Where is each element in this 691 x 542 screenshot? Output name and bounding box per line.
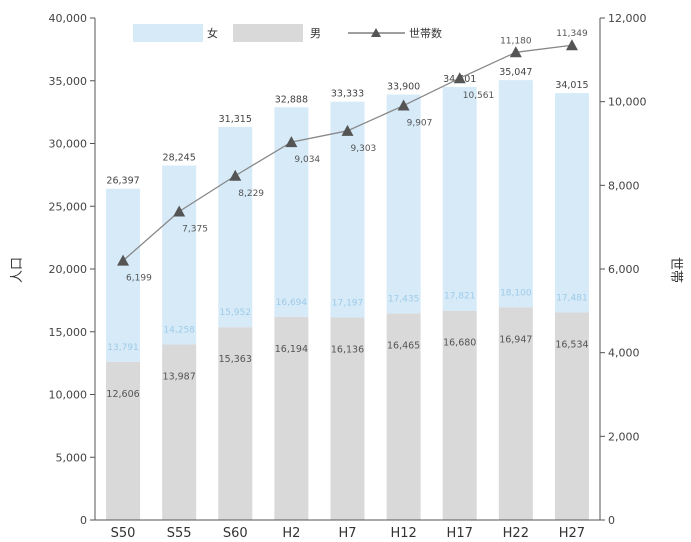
y-axis-left-label: 人口 (10, 257, 25, 283)
households-marker-S55 (173, 205, 186, 217)
bar-female-H27 (554, 93, 589, 313)
x-tick-S55: S55 (167, 526, 192, 541)
y-right-tick-label-2: 4,000 (608, 347, 640, 360)
households-label-S60: 8,229 (238, 189, 264, 199)
bar-male-H22 (498, 307, 533, 520)
y-right-tick-label-6: 12,000 (608, 12, 647, 25)
y-right-tick-label-0: 0 (608, 514, 615, 527)
x-tick-H7: H7 (338, 526, 356, 541)
female-label-H27: 17,481 (556, 293, 588, 303)
y-left-tick-label-2: 10,000 (49, 389, 88, 402)
households-marker-S50 (117, 254, 130, 266)
households-marker-H22 (509, 46, 522, 58)
bar-male-H12 (386, 313, 421, 520)
female-label-S50: 13,791 (107, 343, 139, 353)
total-label-H22: 35,047 (499, 67, 532, 78)
male-label-H17: 16,680 (443, 338, 476, 349)
households-label-H22: 11,180 (500, 36, 532, 46)
bar-female-H22 (498, 80, 533, 308)
x-tick-H17: H17 (447, 526, 473, 541)
households-marker-S60 (229, 169, 242, 181)
female-label-H2: 16,694 (276, 298, 308, 308)
bar-female-H12 (386, 94, 421, 314)
male-label-H7: 16,136 (331, 344, 364, 355)
bar-female-S55 (162, 165, 197, 345)
male-label-S55: 13,987 (163, 371, 196, 382)
male-label-S50: 12,606 (106, 389, 139, 400)
households-label-H12: 9,907 (407, 119, 433, 129)
households-marker-H2 (285, 136, 298, 148)
households-label-S50: 6,199 (126, 274, 152, 284)
bar-male-H7 (330, 317, 365, 520)
total-label-H12: 33,900 (387, 82, 420, 93)
bar-female-H17 (442, 87, 477, 311)
y-left-tick-label-6: 30,000 (49, 138, 88, 151)
y-left-tick-label-0: 0 (80, 514, 87, 527)
y-left-tick-label-3: 15,000 (49, 326, 88, 339)
total-label-S50: 26,397 (106, 176, 139, 187)
y-axis-right-label: 世帯 (668, 257, 683, 283)
legend-label-female: 女 (207, 26, 218, 40)
households-label-S55: 7,375 (182, 224, 208, 234)
female-label-S55: 14,258 (163, 325, 195, 335)
y-right-tick-label-5: 10,000 (608, 96, 647, 109)
households-label-H2: 9,034 (294, 155, 320, 165)
female-label-S60: 15,952 (220, 308, 252, 318)
bar-male-H2 (274, 316, 309, 520)
legend-swatch-male (233, 24, 303, 42)
bars-layer (106, 80, 589, 520)
x-tick-S60: S60 (223, 526, 248, 541)
y-right-tick-label-3: 6,000 (608, 263, 640, 276)
households-marker-H7 (341, 124, 354, 136)
y-right-tick-label-1: 2,000 (608, 430, 640, 443)
male-label-H22: 16,947 (499, 334, 532, 345)
total-label-H2: 32,888 (275, 94, 308, 105)
bar-female-H7 (330, 101, 365, 318)
households-marker-H27 (565, 39, 578, 51)
y-left-tick-label-8: 40,000 (49, 12, 88, 25)
bar-male-S50 (106, 361, 141, 520)
households-line-layer: 6,199 7,375 8,229 9,034 9,303 9,907 10,561 11,1… (117, 29, 588, 284)
legend-marker-households (371, 28, 381, 37)
bar-male-S60 (218, 327, 253, 520)
households-label-H17: 10,561 (463, 91, 495, 101)
female-label-H17: 17,821 (444, 292, 476, 302)
x-tick-S50: S50 (111, 526, 136, 541)
y-right-tick-label-4: 8,000 (608, 179, 640, 192)
female-label-H7: 17,197 (332, 298, 364, 308)
x-tick-H22: H22 (503, 526, 529, 541)
bar-male-S55 (162, 344, 197, 520)
bar-female-S50 (106, 188, 141, 362)
male-label-H27: 16,534 (555, 339, 588, 350)
bar-male-H27 (554, 312, 589, 520)
households-marker-H17 (453, 72, 466, 84)
total-label-H27: 34,015 (555, 80, 588, 91)
households-label-H7: 9,303 (351, 144, 377, 154)
male-label-H12: 16,465 (387, 340, 420, 351)
bar-male-H17 (442, 310, 477, 520)
households-marker-H12 (397, 99, 410, 111)
legend-swatch-female (133, 24, 203, 42)
x-tick-H27: H27 (559, 526, 585, 541)
y-left-tick-label-1: 5,000 (56, 451, 88, 464)
total-label-H7: 33,333 (331, 89, 364, 100)
female-label-H12: 17,435 (388, 294, 420, 304)
y-left-tick-label-7: 35,000 (49, 75, 88, 88)
x-tick-H2: H2 (282, 526, 300, 541)
x-tick-H12: H12 (390, 526, 416, 541)
households-label-H27: 11,349 (556, 29, 588, 39)
legend-label-male: 男 (310, 27, 321, 40)
total-label-S55: 28,245 (163, 153, 196, 164)
male-label-H2: 16,194 (275, 344, 308, 355)
legend: 女 男 世帯数 (133, 24, 442, 42)
total-label-S60: 31,315 (219, 114, 252, 125)
y-left-tick-label-4: 20,000 (49, 263, 88, 276)
bar-female-S60 (218, 126, 253, 328)
ticks-layer: S50 S55 S60 H2 H7 H12 H17 H22 H27 0 5,000 10,000 15,… (49, 12, 647, 541)
female-label-H22: 18,100 (500, 288, 532, 298)
y-left-tick-label-5: 25,000 (49, 200, 88, 213)
male-label-S60: 15,363 (219, 354, 252, 365)
legend-label-households: 世帯数 (409, 27, 442, 40)
